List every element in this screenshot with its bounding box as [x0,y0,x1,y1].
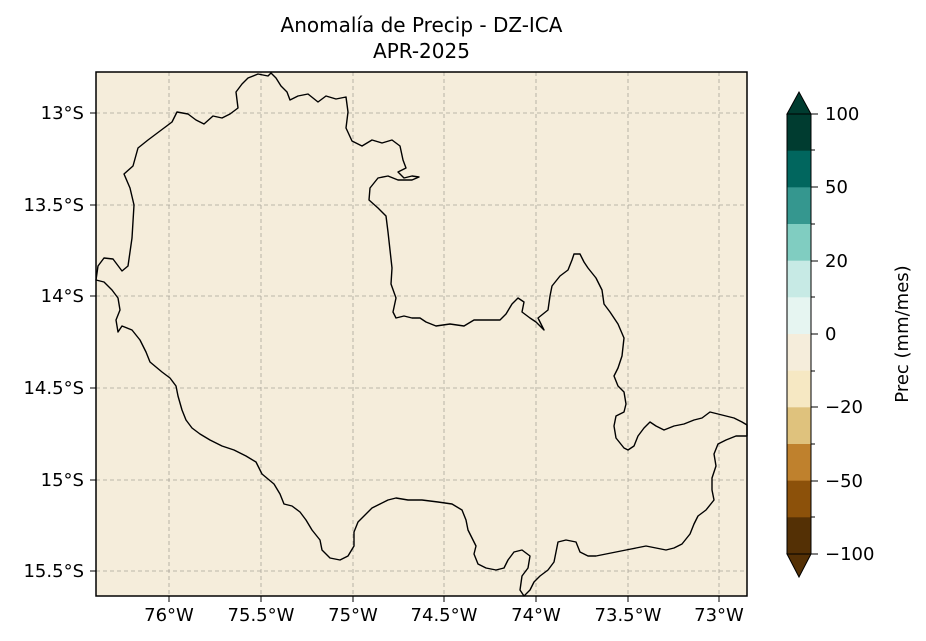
map-frame [95,71,748,597]
colorbar-segment [787,150,811,188]
colorbar-segment [787,297,811,335]
lat-tick-label: 13.5°S [23,195,84,216]
lon-tick-label: 74°W [511,605,561,626]
colorbar-segment [787,334,811,372]
lat-tick-label: 14°S [41,286,84,307]
lon-tick-label: 74.5°W [411,605,478,626]
lat-tick-label: 13°S [41,103,84,124]
colorbar-tick-label: 0 [825,324,836,345]
colorbar-segment [787,444,811,482]
colorbar-tick-label: −20 [825,397,863,418]
colorbar-extend-top [786,90,812,115]
colorbar-segment [787,187,811,225]
colorbar-segment [787,260,811,298]
colorbar [787,114,811,555]
map-title: Anomalía de Precip - DZ-ICA [280,13,563,37]
gridlines [96,72,747,596]
lat-tick-marks [90,112,96,572]
lon-tick-label: 73.5°W [595,605,662,626]
lat-tick-label: 15°S [41,470,84,491]
region-boundary [95,72,748,597]
map-background [96,72,747,596]
colorbar-segment [787,114,811,152]
lat-tick-labels: 13°S 13.5°S 14°S 14.5°S 15°S 15.5°S [23,103,84,582]
colorbar-tick-label: 100 [825,104,859,125]
lat-tick-label: 15.5°S [23,561,84,582]
colorbar-segment [787,517,811,555]
colorbar-segment [787,480,811,518]
colorbar-segment [787,370,811,408]
colorbar-extend-bottom [786,553,812,579]
colorbar-tick-label: 50 [825,177,848,198]
map-subtitle: APR-2025 [373,39,470,63]
lon-tick-labels: 76°W 75.5°W 75°W 74.5°W 74°W 73.5°W 73°W [144,605,744,626]
lon-tick-marks [168,596,720,602]
lon-tick-label: 75°W [328,605,378,626]
lon-tick-label: 75.5°W [228,605,295,626]
lat-tick-label: 14.5°S [23,378,84,399]
lon-tick-label: 76°W [144,605,194,626]
colorbar-segment [787,224,811,262]
colorbar-label: Prec (mm/mes) [892,265,913,402]
colorbar-tick-label: −50 [825,471,863,492]
colorbar-segment [787,407,811,445]
colorbar-tick-marks [811,113,818,555]
colorbar-tick-label: 20 [825,251,848,272]
colorbar-tick-label: −100 [825,544,874,565]
colorbar-tick-labels: 100 50 20 0 −20 −50 −100 [825,104,874,565]
lon-tick-label: 73°W [694,605,744,626]
